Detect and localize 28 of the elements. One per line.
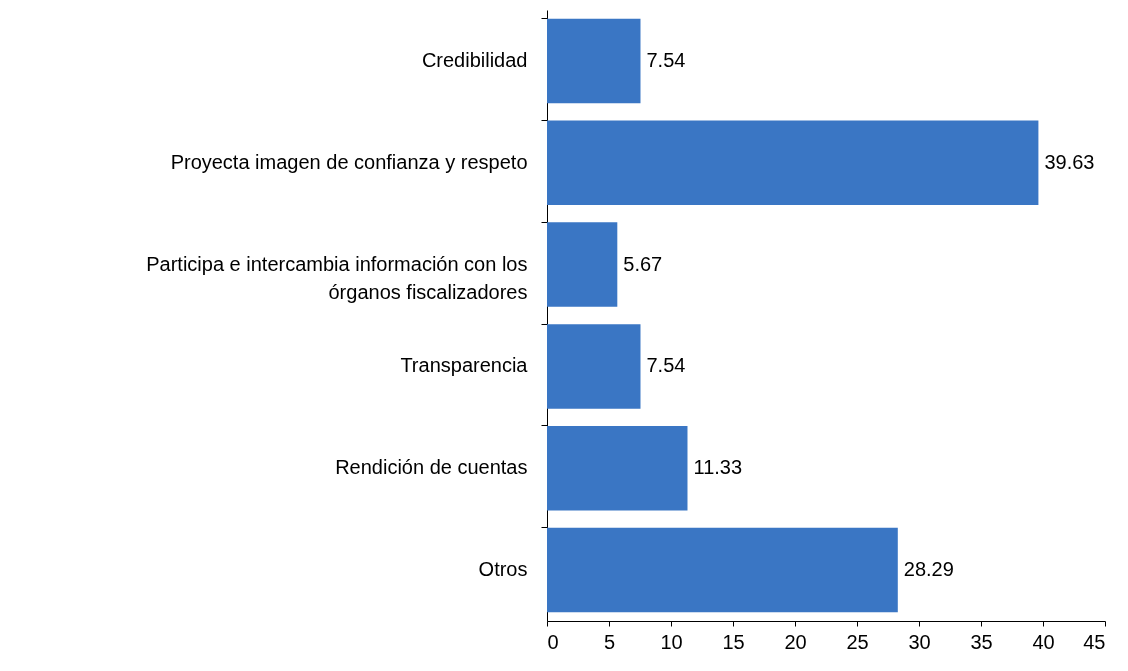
data-label: 5.67: [623, 252, 663, 275]
y-tick-label: Participa e intercambia información con los órganos fiscalizadores: [146, 252, 528, 303]
x-tick-label: 10: [660, 630, 683, 653]
x-tick-label: 40: [1032, 630, 1055, 653]
x-tick-label: 0: [547, 630, 559, 653]
x-tick-label: 30: [908, 630, 931, 653]
y-tick-label: Proyecta imagen de confianza y respeto: [170, 150, 528, 173]
x-tick-label: 20: [784, 630, 807, 653]
y-tick-label: Credibilidad: [421, 48, 528, 71]
y-tick-label: Transparencia: [400, 354, 529, 377]
data-label: 11.33: [693, 456, 743, 479]
bar: [547, 120, 1039, 206]
x-tick-label: 15: [722, 630, 745, 653]
data-label: 7.54: [646, 48, 686, 71]
data-label: 7.54: [646, 354, 686, 377]
data-label: 39.63: [1044, 150, 1095, 173]
y-tick-label: Otros: [478, 558, 528, 581]
x-tick-label: 45: [1083, 630, 1106, 653]
bar: [547, 18, 641, 104]
bar: [547, 527, 898, 613]
bar: [547, 324, 641, 409]
bar: [547, 222, 618, 307]
x-tick-label: 35: [970, 630, 993, 653]
data-label: 28.29: [903, 558, 954, 581]
x-tick-label: 5: [603, 630, 616, 653]
bar: [547, 425, 688, 511]
x-tick-label: 25: [846, 630, 869, 653]
y-tick-label: Rendición de cuentas: [335, 456, 528, 479]
